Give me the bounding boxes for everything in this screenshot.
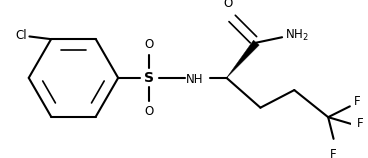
Text: F: F: [354, 95, 361, 108]
Text: NH$_2$: NH$_2$: [285, 28, 309, 43]
Text: O: O: [223, 0, 233, 10]
Text: F: F: [330, 148, 337, 158]
Text: NH: NH: [186, 73, 204, 86]
Text: F: F: [357, 117, 363, 131]
Text: O: O: [145, 105, 154, 118]
Text: O: O: [145, 38, 154, 51]
Text: Cl: Cl: [15, 29, 27, 42]
Text: S: S: [144, 71, 154, 85]
Polygon shape: [227, 40, 259, 78]
